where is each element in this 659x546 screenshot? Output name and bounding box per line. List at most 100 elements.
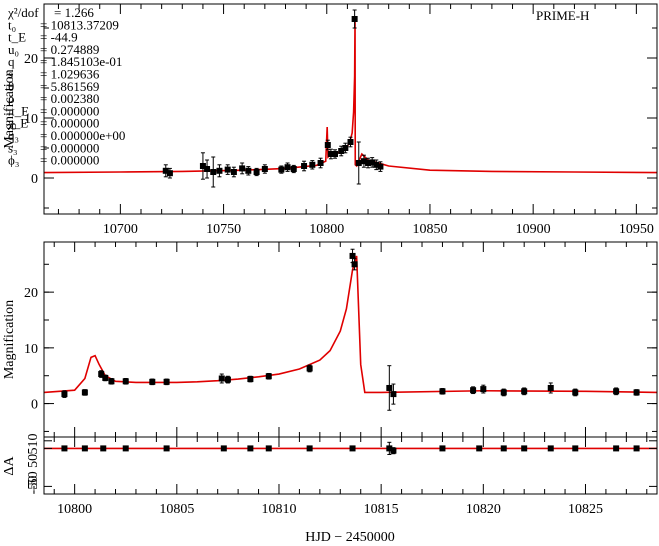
data-point xyxy=(351,16,358,22)
data-point xyxy=(163,445,170,452)
data-point xyxy=(265,373,272,380)
y-tick-label: -50 50 xyxy=(26,454,41,490)
data-point xyxy=(278,166,285,173)
x-tick-label: 10805 xyxy=(159,502,194,517)
data-point xyxy=(61,391,68,398)
data-point xyxy=(224,376,231,383)
data-point xyxy=(220,445,227,452)
param-name: ϕ₃ xyxy=(8,153,19,168)
data-point xyxy=(349,445,356,452)
data-point xyxy=(224,166,231,173)
param-value: = 0.002380 xyxy=(40,91,99,106)
data-point xyxy=(351,261,358,268)
param-value: = 10813.37209 xyxy=(40,17,119,32)
param-name: q xyxy=(8,54,15,69)
y-axis-label: ΔA xyxy=(2,456,17,476)
y-axis-label: Magnification xyxy=(2,300,17,379)
x-tick-label: 10950 xyxy=(619,222,654,237)
y-tick-label: 20 xyxy=(24,286,38,301)
y-tick-label: -50 xyxy=(26,476,41,495)
y-tick-label: 10 xyxy=(24,342,38,357)
data-point xyxy=(108,378,115,385)
param-name: t_E xyxy=(8,30,26,45)
data-point xyxy=(199,163,206,169)
model-curve xyxy=(44,255,657,394)
param-name: q₃ xyxy=(8,128,19,143)
param-name: θ xyxy=(8,79,14,94)
param-name: s xyxy=(8,67,13,82)
data-point xyxy=(122,378,129,385)
data-point xyxy=(633,389,640,396)
data-point xyxy=(521,445,528,452)
data-point xyxy=(365,160,372,166)
param-name: u₀ xyxy=(8,42,19,57)
y-axis-label: Magnification xyxy=(2,69,17,148)
data-point xyxy=(81,445,88,452)
data-point xyxy=(386,384,393,391)
data-point xyxy=(230,169,237,175)
residual-panel: 10800 10805 10810 10815 10820 10825 510-50 50-… xyxy=(2,434,658,545)
param-value: = 0.274889 xyxy=(40,42,99,57)
data-point xyxy=(377,163,384,170)
data-point xyxy=(386,445,393,452)
data-point xyxy=(317,160,324,166)
data-point xyxy=(500,389,507,396)
data-point xyxy=(100,445,107,452)
data-point xyxy=(633,445,640,452)
data-point xyxy=(149,378,156,385)
data-point xyxy=(245,167,252,174)
x-tick-label: 10850 xyxy=(412,222,447,237)
data-point xyxy=(265,445,272,452)
data-point xyxy=(480,386,487,393)
data-point xyxy=(521,388,528,395)
data-point xyxy=(253,169,260,175)
data-point xyxy=(332,151,339,157)
data-point xyxy=(369,159,376,166)
data-point xyxy=(306,445,313,452)
data-point xyxy=(347,139,354,145)
data-point xyxy=(572,445,579,452)
x-tick-label: 10700 xyxy=(103,222,138,237)
data-point xyxy=(338,148,345,154)
data-point xyxy=(166,170,173,177)
data-point xyxy=(98,371,105,378)
x-tick-label: 10800 xyxy=(309,222,344,237)
data-point xyxy=(309,161,316,168)
data-point xyxy=(261,166,268,172)
plot-frame xyxy=(43,3,658,215)
data-point xyxy=(239,165,246,172)
param-value: = 1.266 xyxy=(54,5,94,20)
data-point xyxy=(547,445,554,452)
instrument-label: PRIME-H xyxy=(536,8,589,23)
x-tick-label: 10750 xyxy=(206,222,241,237)
data-point xyxy=(439,388,446,395)
data-point xyxy=(355,160,362,166)
param-value: = 0.000000 xyxy=(40,153,99,168)
data-point xyxy=(163,378,170,385)
param-name: π_E xyxy=(8,103,29,118)
data-point xyxy=(102,374,109,381)
data-point xyxy=(373,161,380,168)
param-value: = 0.000000 xyxy=(40,116,99,131)
param-name: t₀ xyxy=(8,17,16,32)
param-value: = 0.000000 xyxy=(40,103,99,118)
param-value: = -44.9 xyxy=(40,30,78,45)
x-tick-label: 10800 xyxy=(57,502,92,517)
data-point xyxy=(349,252,356,259)
data-point xyxy=(547,384,554,391)
param-name: ρ xyxy=(8,91,15,106)
data-point xyxy=(210,169,217,175)
data-point xyxy=(324,142,331,148)
data-point xyxy=(122,445,129,452)
data-point xyxy=(327,151,334,157)
data-point xyxy=(613,388,620,395)
x-tick-label: 10815 xyxy=(364,502,399,517)
param-value: = 5.861569 xyxy=(40,79,99,94)
param-name: χ²/dof xyxy=(7,5,39,20)
data-point xyxy=(500,445,507,452)
middle-panel: 0 10 20 Magnification xyxy=(2,241,658,438)
y-tick-label: 0 xyxy=(31,398,38,413)
top-panel: 0 10 20 10700 10750 10800 10850 10900 10950 Magni… xyxy=(2,3,658,237)
x-axis-label: HJD − 2450000 xyxy=(305,530,395,545)
data-point xyxy=(390,391,397,398)
